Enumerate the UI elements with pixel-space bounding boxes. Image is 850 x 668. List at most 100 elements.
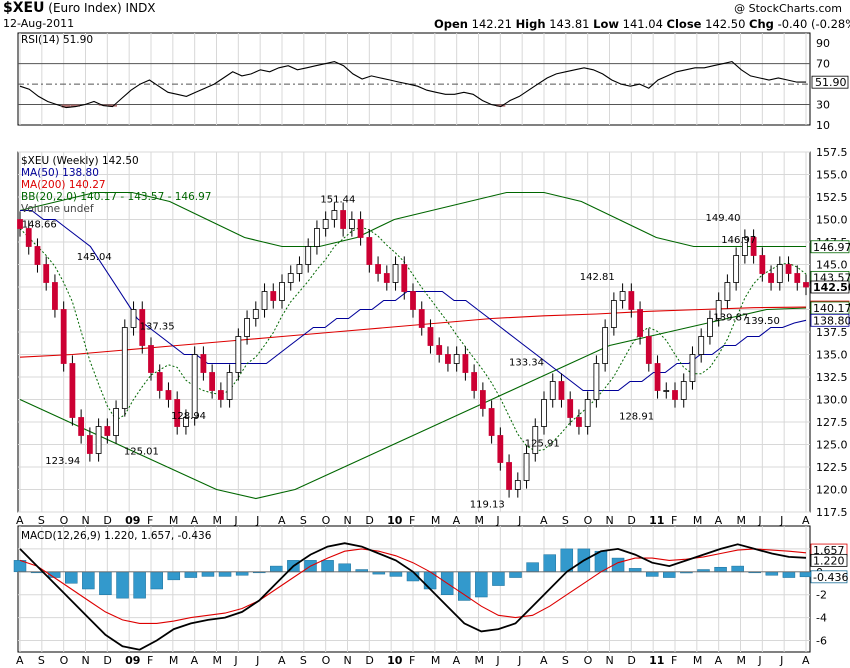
candle-down xyxy=(270,291,277,301)
candle-up xyxy=(741,237,748,256)
month-label-bottom: M xyxy=(169,654,179,667)
candle-up xyxy=(514,480,521,490)
price-value-label: 146.97 xyxy=(813,241,850,254)
symbol-title: $XEU (Euro Index) INDX xyxy=(3,0,156,16)
price-annotation: 149.40 xyxy=(706,213,741,224)
chg-value: -0.40 (-0.28%) xyxy=(777,17,850,31)
candle-up xyxy=(226,372,233,400)
chg-label: Chg xyxy=(749,17,774,31)
month-label: F xyxy=(671,514,677,527)
candle-up xyxy=(252,309,259,319)
month-label: J xyxy=(233,514,237,527)
price-annotation: 142.81 xyxy=(580,272,615,283)
grid-lines xyxy=(18,33,810,652)
candle-up xyxy=(776,264,783,283)
price-annotation: 139.87 xyxy=(713,313,748,324)
candle-up xyxy=(453,354,460,364)
rsi-tick-label: 30 xyxy=(816,99,830,112)
candle-down xyxy=(654,363,661,391)
month-label-bottom: A xyxy=(16,654,24,667)
month-label-bottom: M xyxy=(475,654,485,667)
candle-up xyxy=(602,327,609,364)
macd-histogram-bar xyxy=(321,560,334,573)
price-value-label: 140.17 xyxy=(813,302,850,315)
candle-down xyxy=(60,309,67,364)
candle-down xyxy=(750,237,757,256)
macd-histogram-bar xyxy=(526,562,539,573)
candle-down xyxy=(165,390,172,400)
macd-value-box xyxy=(810,570,848,584)
month-label-bottom: S xyxy=(300,654,307,667)
month-label: M xyxy=(169,514,179,527)
candle-down xyxy=(217,390,224,400)
close-value: 142.50 xyxy=(705,17,746,31)
candle-up xyxy=(593,363,600,400)
price-annotation: 128.94 xyxy=(171,411,206,422)
high-value: 143.81 xyxy=(549,17,590,31)
month-label: J xyxy=(779,514,783,527)
macd-histogram-bar xyxy=(338,563,351,573)
month-label: S xyxy=(300,514,307,527)
price-tick-label: 120.0 xyxy=(816,484,848,497)
rsi-tick-label: 90 xyxy=(816,37,830,50)
month-label-bottom: D xyxy=(627,654,635,667)
month-label-bottom: A xyxy=(540,654,548,667)
month-label: O xyxy=(584,514,593,527)
macd-histogram-bar xyxy=(475,571,488,598)
candle-down xyxy=(366,237,373,265)
month-label: M xyxy=(213,514,223,527)
high-label: High xyxy=(515,17,546,31)
month-label: O xyxy=(60,514,69,527)
candle-down xyxy=(43,264,50,283)
candle-up xyxy=(305,246,312,265)
macd-legend: MACD(12,26,9) 1.220, 1.657, -0.436 xyxy=(21,530,212,542)
month-label: D xyxy=(103,514,111,527)
candle-down xyxy=(148,345,154,373)
price-annotation: 125.01 xyxy=(124,446,159,457)
candle-up xyxy=(322,219,329,229)
candle-down xyxy=(375,264,381,274)
price-legend-volume: Volume undef xyxy=(21,203,94,215)
candle-down xyxy=(34,246,41,265)
month-label-bottom: O xyxy=(584,654,593,667)
month-label-bottom: A xyxy=(453,654,461,667)
candle-down xyxy=(488,408,495,436)
macd-tick-label: -2 xyxy=(816,589,827,602)
candle-up xyxy=(541,399,547,427)
month-label-bottom: O xyxy=(322,654,331,667)
month-label-bottom: J xyxy=(495,654,499,667)
candle-down xyxy=(174,399,181,427)
rsi-current-box xyxy=(811,75,849,89)
price-tick-label: 127.5 xyxy=(816,416,848,429)
candle-up xyxy=(392,264,399,283)
month-label-bottom: 10 xyxy=(387,654,403,667)
candle-up xyxy=(348,219,355,229)
macd-histogram-bar xyxy=(645,571,659,577)
macd-histogram-bar xyxy=(458,571,471,601)
month-label: S xyxy=(38,514,45,527)
candle-down xyxy=(794,273,801,283)
price-legend-ma50: MA(50) 138.80 xyxy=(21,167,99,179)
price-tick-label: 132.5 xyxy=(816,371,848,384)
macd-value-label: 1.657 xyxy=(813,544,845,557)
candle-up xyxy=(261,291,268,310)
macd-histogram-bar xyxy=(99,571,112,595)
price-annotation: 151.44 xyxy=(320,195,355,206)
month-label: D xyxy=(627,514,635,527)
price-tick-label: 122.5 xyxy=(816,461,848,474)
candle-down xyxy=(567,399,574,418)
price-annotation: 148.66 xyxy=(22,220,57,231)
month-label: N xyxy=(82,514,90,527)
candle-up xyxy=(680,381,687,400)
candle-up xyxy=(610,300,617,328)
price-annotation: 139.50 xyxy=(745,316,780,327)
month-label: A xyxy=(715,514,723,527)
bb-upper-line xyxy=(19,191,806,248)
candle-down xyxy=(471,372,478,391)
candle-up xyxy=(331,210,338,220)
macd-histogram-bar xyxy=(235,571,249,576)
candle-down xyxy=(401,264,408,292)
month-label: S xyxy=(562,514,569,527)
month-label: M xyxy=(431,514,441,527)
